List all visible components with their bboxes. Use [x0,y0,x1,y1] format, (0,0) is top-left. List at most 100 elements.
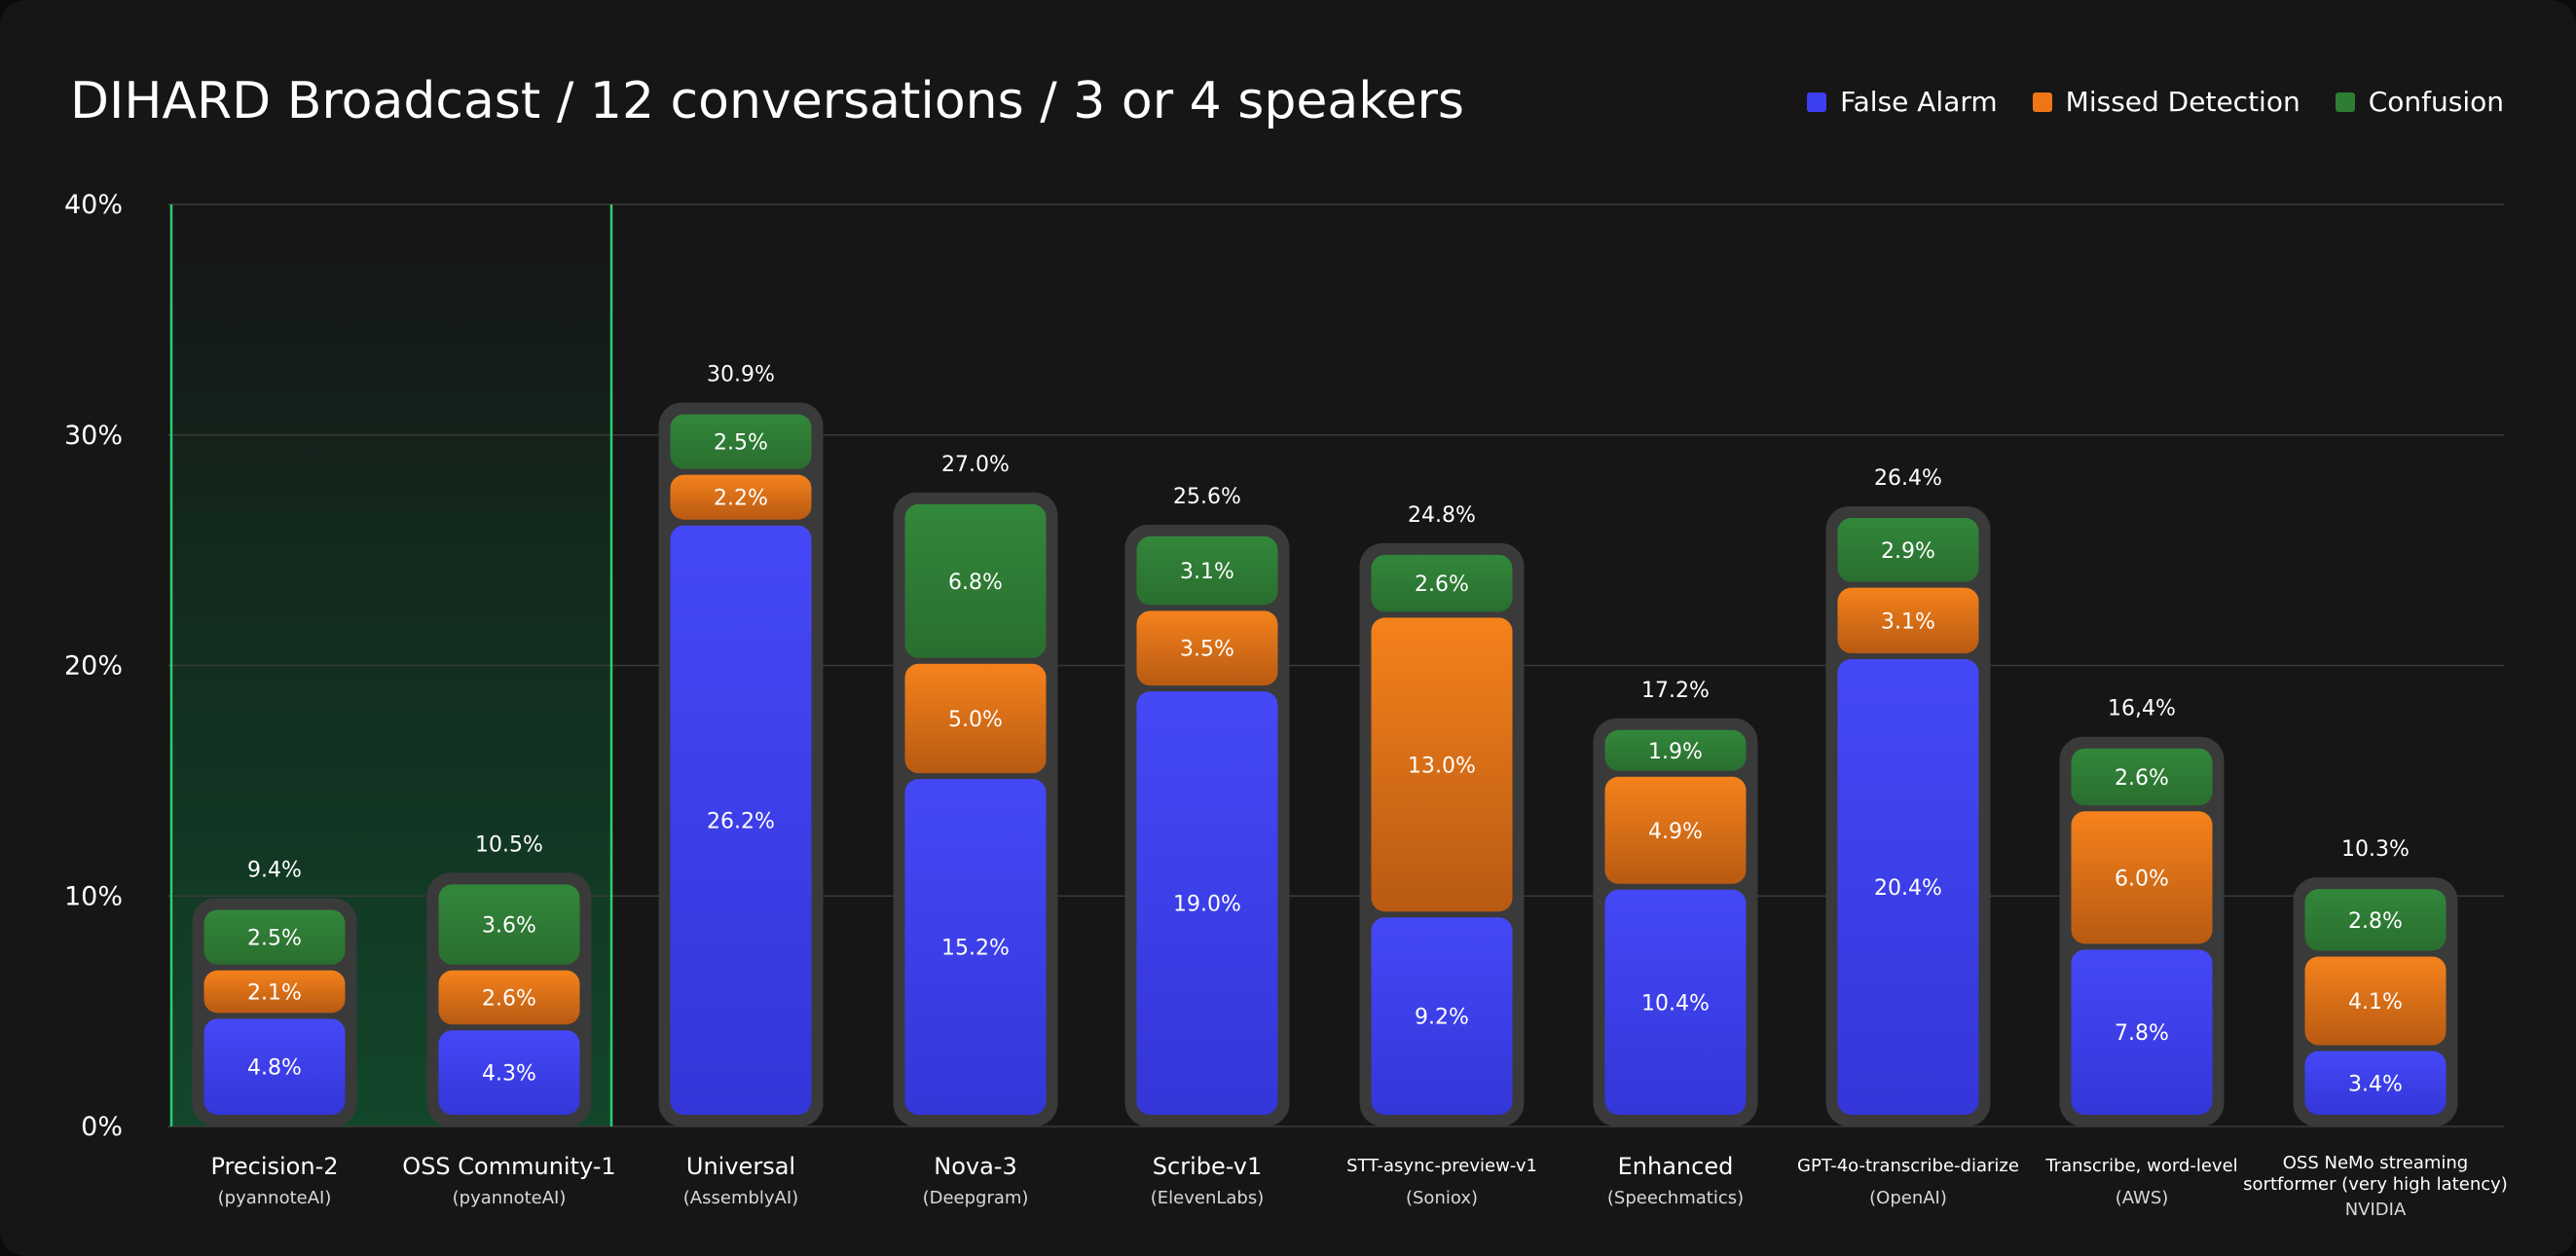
segment-value-label: 2.6% [1415,573,1469,597]
category-sublabel: (AWS) [2116,1188,2169,1208]
bar-segment-confusion[interactable] [2071,748,2213,806]
segment-value-label: 4.8% [247,1056,302,1081]
legend-item-missed-detection[interactable]: Missed Detection [2032,86,2300,118]
bar-segment-confusion[interactable] [1837,517,1979,582]
category-label: STT-async-preview-v1 [1346,1156,1537,1176]
category-sublabel: NVIDIA [2345,1200,2407,1220]
segment-value-label: 15.2% [941,937,1010,961]
legend-swatch-false-alarm [1807,92,1827,112]
legend-item-false-alarm[interactable]: False Alarm [1807,86,1998,118]
bar-segment-confusion[interactable] [2304,889,2447,951]
bar-group[interactable]: 15.2% 5.0% 6.8% 27.0% [893,453,1058,1127]
category-sublabel: (Soniox) [1406,1188,1478,1208]
bar-segment-confusion[interactable] [1604,729,1747,771]
bar-segment-false-alarm[interactable] [904,779,1047,1115]
segment-value-label: 3.5% [1180,638,1234,662]
bar-segment-false-alarm[interactable] [1837,659,1979,1115]
segment-value-label: 6.8% [948,571,1003,595]
bar-total-label: 25.6% [1173,485,1241,509]
bar-segment-confusion[interactable] [670,414,812,469]
chart-title: DIHARD Broadcast / 12 conversations / 3 … [70,72,1464,130]
legend-item-confusion[interactable]: Confusion [2335,86,2504,118]
bar-total-label: 26.4% [1874,466,1942,491]
category-sublabel: (AssemblyAI) [683,1188,798,1208]
legend-swatch-missed-detection [2032,92,2052,112]
bar-segment-missed-detection[interactable] [1837,587,1979,654]
category-label: Transcribe, word-level [2044,1156,2237,1176]
bar-segment-missed-detection[interactable] [1371,617,1513,912]
category-sublabel: (Speechmatics) [1607,1188,1744,1208]
bar-total-label: 9.4% [247,858,302,882]
legend-label-missed-detection: Missed Detection [2065,86,2300,118]
bar-total-label: 10.3% [2341,837,2410,862]
segment-value-label: 9.2% [1415,1006,1469,1030]
bar-total-label: 24.8% [1408,503,1476,528]
bar-segment-false-alarm[interactable] [438,1030,580,1115]
bar-segment-false-alarm[interactable] [2071,949,2213,1115]
bar-total-label: 17.2% [1641,679,1710,703]
category-label: sortformer (very high latency) [2243,1174,2508,1195]
bar-segment-missed-detection[interactable] [2304,956,2447,1046]
segment-value-label: 20.4% [1874,876,1942,901]
bar-segment-missed-detection[interactable] [2071,811,2213,944]
bar-segment-missed-detection[interactable] [1136,610,1278,686]
bar-segment-missed-detection[interactable] [1604,776,1747,884]
bar-total-label: 30.9% [707,362,775,387]
bar-segment-confusion[interactable] [203,909,346,965]
bar-segment-confusion[interactable] [1371,554,1513,612]
legend-label-false-alarm: False Alarm [1840,86,1998,118]
legend-label-confusion: Confusion [2368,86,2504,118]
y-tick-label: 30% [64,421,123,451]
bar-segment-confusion[interactable] [438,884,580,965]
category-sublabel: (Deepgram) [923,1188,1029,1208]
category-label: GPT-4o-transcribe-diarize [1797,1156,2019,1176]
segment-value-label: 26.2% [707,809,775,833]
segment-value-label: 1.9% [1648,740,1703,764]
bar-segment-confusion[interactable] [904,503,1047,658]
segment-value-label: 2.1% [247,981,302,1006]
category-sublabel: (OpenAI) [1869,1188,1947,1208]
bar-segment-false-alarm[interactable] [1371,917,1513,1115]
category-sublabel: (pyannoteAI) [453,1188,567,1208]
bar-group[interactable]: 4.3% 2.6% 3.6% 10.5% [426,832,592,1127]
bar-segment-false-alarm[interactable] [1604,889,1747,1115]
y-tick-label: 20% [64,651,123,682]
bar-segment-false-alarm[interactable] [670,525,812,1115]
bar-group[interactable]: 4.8% 2.1% 2.5% 9.4% [192,858,357,1127]
segment-value-label: 3.6% [482,914,536,939]
segment-value-label: 2.2% [714,487,768,511]
segment-value-label: 6.0% [2115,867,2169,891]
segment-value-label: 7.8% [2115,1021,2169,1046]
segment-value-label: 3.1% [1881,610,1935,634]
category-label: Precision-2 [210,1153,338,1180]
bar-segment-missed-detection[interactable] [904,663,1047,774]
segment-value-label: 2.5% [247,927,302,951]
y-tick-label: 0% [81,1112,123,1142]
bar-group[interactable]: 26.2% 2.2% 2.5% 30.9% [658,362,824,1127]
category-label: OSS NeMo streaming [2283,1153,2468,1173]
bar-group[interactable]: 7.8% 6.0% 2.6% 16,4% [2059,697,2225,1127]
bar-total-label: 10.5% [475,832,543,857]
category-label: Universal [686,1153,795,1180]
bar-group[interactable]: 20.4% 3.1% 2.9% 26.4% [1825,466,1991,1127]
bar-segment-false-alarm[interactable] [203,1018,346,1115]
category-label: Nova-3 [934,1153,1016,1180]
bar-segment-confusion[interactable] [1136,536,1278,606]
bar-segment-false-alarm[interactable] [1136,691,1278,1115]
segment-value-label: 2.8% [2348,909,2403,934]
segment-value-label: 4.3% [482,1062,536,1087]
bar-group[interactable]: 3.4% 4.1% 2.8% 10.3% [2293,837,2458,1127]
segment-value-label: 4.9% [1648,820,1703,844]
bar-segment-missed-detection[interactable] [670,474,812,520]
bar-group[interactable]: 9.2% 13.0% 2.6% 24.8% [1359,503,1525,1127]
category-label: Scribe-v1 [1153,1153,1262,1180]
bar-segment-missed-detection[interactable] [203,970,346,1014]
bar-group[interactable]: 10.4% 4.9% 1.9% 17.2% [1593,679,1758,1127]
category-sublabel: (pyannoteAI) [218,1188,332,1208]
y-tick-label: 40% [64,190,123,220]
bar-segment-false-alarm[interactable] [2304,1051,2447,1115]
segment-value-label: 3.4% [2348,1072,2403,1096]
bar-segment-missed-detection[interactable] [438,970,580,1025]
bar-group[interactable]: 19.0% 3.5% 3.1% 25.6% [1124,485,1290,1127]
